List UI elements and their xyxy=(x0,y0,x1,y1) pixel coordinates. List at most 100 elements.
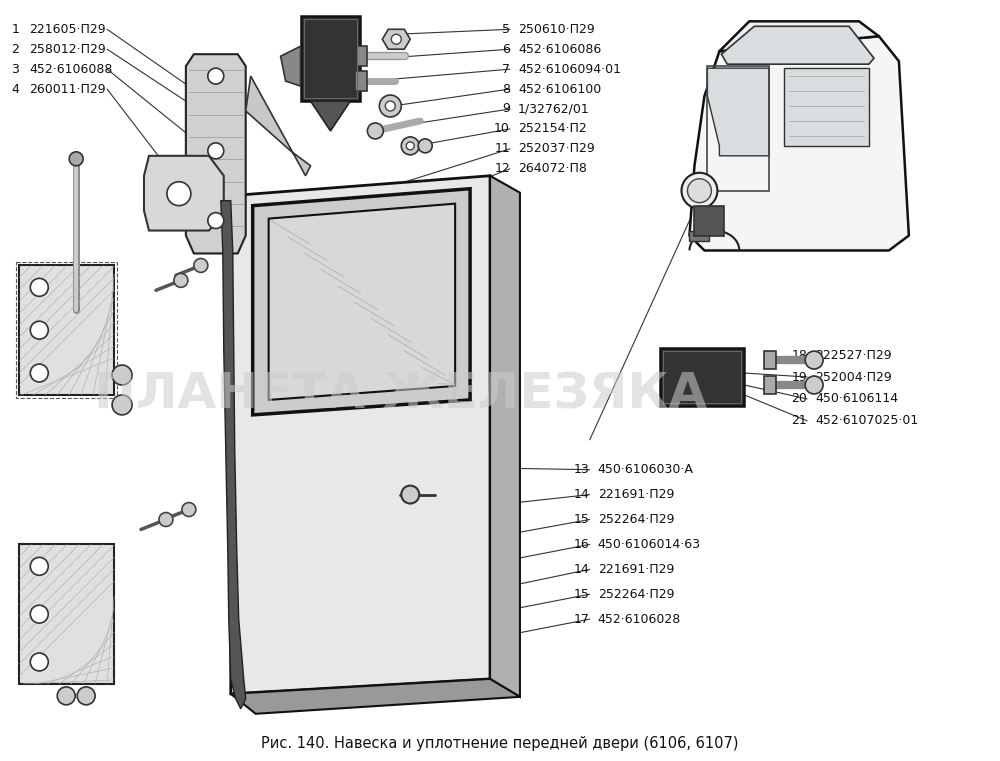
Polygon shape xyxy=(707,68,769,156)
Circle shape xyxy=(30,279,48,296)
Polygon shape xyxy=(382,29,410,49)
Circle shape xyxy=(418,139,432,153)
Polygon shape xyxy=(231,176,490,694)
Text: 252004·П29: 252004·П29 xyxy=(815,371,892,384)
Circle shape xyxy=(367,123,383,139)
Bar xyxy=(689,231,709,240)
Text: 450·6106030·А: 450·6106030·А xyxy=(598,463,694,476)
Text: 8: 8 xyxy=(502,82,510,96)
Text: ПЛАНЕТА ЖЕЛЕЗЯКА: ПЛАНЕТА ЖЕЛЕЗЯКА xyxy=(94,371,707,419)
Text: 452·6107025·01: 452·6107025·01 xyxy=(815,414,918,428)
Text: 222527·П29: 222527·П29 xyxy=(815,349,892,361)
Text: Рис. 140. Навеска и уплотнение передней двери (6106, 6107): Рис. 140. Навеска и уплотнение передней … xyxy=(261,736,739,751)
Polygon shape xyxy=(689,37,909,250)
Text: 264072·П8: 264072·П8 xyxy=(518,162,587,175)
Text: 452·6106028: 452·6106028 xyxy=(598,613,681,626)
Text: 17: 17 xyxy=(574,613,590,626)
Text: 18: 18 xyxy=(791,349,807,361)
Text: 6: 6 xyxy=(502,43,510,56)
Circle shape xyxy=(112,395,132,415)
Text: 250610·П29: 250610·П29 xyxy=(518,23,595,36)
Text: 3: 3 xyxy=(11,62,19,75)
Bar xyxy=(19,544,114,684)
Circle shape xyxy=(57,687,75,705)
Polygon shape xyxy=(281,46,301,86)
Text: 1/32762/01: 1/32762/01 xyxy=(518,103,590,116)
Circle shape xyxy=(208,212,224,228)
Bar xyxy=(19,266,114,395)
Circle shape xyxy=(385,101,395,111)
Bar xyxy=(663,351,741,403)
Text: 4: 4 xyxy=(11,82,19,96)
Text: 13: 13 xyxy=(574,463,590,476)
Circle shape xyxy=(174,273,188,288)
Circle shape xyxy=(391,34,401,44)
Circle shape xyxy=(687,179,711,202)
Text: 15: 15 xyxy=(574,513,590,526)
Text: 1: 1 xyxy=(11,23,19,36)
Polygon shape xyxy=(144,156,224,231)
Circle shape xyxy=(30,653,48,671)
Text: 20: 20 xyxy=(791,393,807,406)
Polygon shape xyxy=(246,76,311,176)
Polygon shape xyxy=(186,54,246,253)
Text: 14: 14 xyxy=(574,563,590,576)
Circle shape xyxy=(805,376,823,394)
Circle shape xyxy=(69,152,83,166)
Polygon shape xyxy=(357,46,367,66)
Text: 450·6106114: 450·6106114 xyxy=(815,393,898,406)
Text: 258012·П29: 258012·П29 xyxy=(29,43,106,56)
Text: 12: 12 xyxy=(494,162,510,175)
Polygon shape xyxy=(719,21,879,51)
Polygon shape xyxy=(490,176,520,697)
Polygon shape xyxy=(784,68,869,146)
Text: 5: 5 xyxy=(502,23,510,36)
Bar xyxy=(304,19,357,98)
Text: 16: 16 xyxy=(574,538,590,551)
Text: 252264·П29: 252264·П29 xyxy=(598,587,674,600)
Circle shape xyxy=(167,182,191,205)
Text: 260011·П29: 260011·П29 xyxy=(29,82,106,96)
Polygon shape xyxy=(764,376,776,394)
Bar xyxy=(660,348,744,406)
Circle shape xyxy=(401,137,419,154)
Circle shape xyxy=(208,143,224,159)
Bar xyxy=(694,205,724,236)
Text: 19: 19 xyxy=(791,371,807,384)
Circle shape xyxy=(159,512,173,527)
Polygon shape xyxy=(764,351,776,369)
Polygon shape xyxy=(721,27,874,64)
Polygon shape xyxy=(269,204,455,400)
Polygon shape xyxy=(231,679,520,714)
Text: 14: 14 xyxy=(574,488,590,501)
Text: 15: 15 xyxy=(574,587,590,600)
Text: 452·6106088: 452·6106088 xyxy=(29,62,113,75)
Text: 9: 9 xyxy=(502,103,510,116)
Circle shape xyxy=(681,173,717,209)
Text: 452·6106086: 452·6106086 xyxy=(518,43,601,56)
Text: 2: 2 xyxy=(11,43,19,56)
Circle shape xyxy=(406,142,414,150)
Circle shape xyxy=(805,351,823,369)
Circle shape xyxy=(112,365,132,385)
Text: 452·6106094·01: 452·6106094·01 xyxy=(518,62,621,75)
Text: 252264·П29: 252264·П29 xyxy=(598,513,674,526)
Text: 10: 10 xyxy=(494,123,510,135)
Circle shape xyxy=(30,557,48,575)
Text: 252154·П2: 252154·П2 xyxy=(518,123,587,135)
Circle shape xyxy=(30,364,48,382)
Bar xyxy=(301,16,360,101)
Text: 450·6106014·63: 450·6106014·63 xyxy=(598,538,701,551)
Circle shape xyxy=(30,605,48,623)
Polygon shape xyxy=(253,189,470,415)
Polygon shape xyxy=(311,101,350,131)
Text: 221605·П29: 221605·П29 xyxy=(29,23,106,36)
Text: 11: 11 xyxy=(494,142,510,155)
Circle shape xyxy=(208,68,224,84)
Text: 7: 7 xyxy=(502,62,510,75)
Circle shape xyxy=(401,486,419,504)
Circle shape xyxy=(77,687,95,705)
Polygon shape xyxy=(221,201,246,708)
Text: 221691·П29: 221691·П29 xyxy=(598,488,674,501)
Circle shape xyxy=(182,502,196,517)
